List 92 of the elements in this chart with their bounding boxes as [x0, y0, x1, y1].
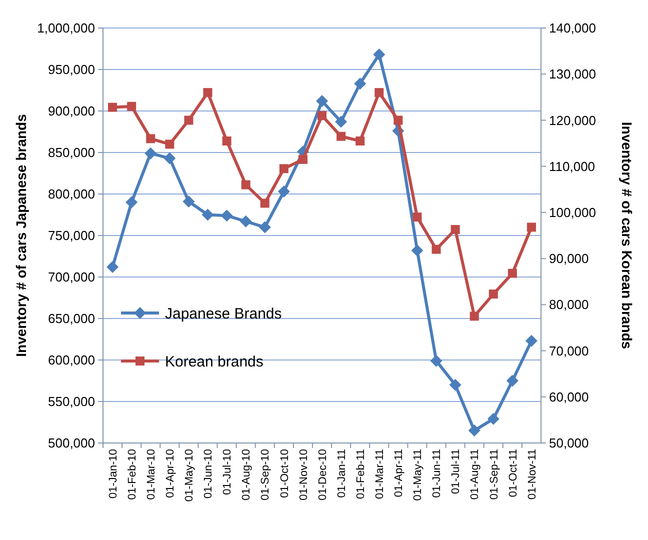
point [470, 312, 479, 321]
y-tick-label: 500,000 [48, 436, 95, 451]
y-tick-label: 800,000 [48, 186, 95, 202]
y-tick-label: 600,000 [48, 352, 95, 368]
y-tick-label: 950,000 [48, 62, 95, 78]
point [222, 136, 232, 146]
point [450, 225, 460, 234]
point [182, 195, 195, 208]
x-tick-label: 01-May-11 [412, 449, 424, 501]
y2-tick-label: 50,000 [549, 436, 589, 451]
x-tick-label: 01-Oct-10 [278, 449, 291, 498]
point [526, 222, 536, 232]
point [202, 208, 214, 221]
point [220, 210, 233, 222]
x-tick-label: 01-Aug-11 [469, 449, 482, 500]
y2-tick-label: 100,000 [549, 204, 596, 220]
x-tick-label: 01-May-10 [184, 449, 196, 502]
y2-tick-label: 140,000 [549, 20, 596, 36]
y2-tick-label: 70,000 [549, 343, 589, 358]
point [336, 132, 346, 141]
y-axis-title: Inventory # of cars Japanese brands [13, 114, 29, 357]
point [412, 212, 422, 222]
y2-tick-label: 80,000 [549, 297, 589, 312]
legend-label: Korean brands [165, 353, 264, 370]
point [258, 221, 271, 234]
x-tick-label: 01-Jan-11 [336, 449, 348, 498]
point [106, 261, 119, 274]
legend-label: Japanese Brands [165, 305, 282, 322]
point [335, 116, 348, 128]
y-tick-label: 850,000 [48, 145, 95, 160]
x-tick-label: 01-Dec-10 [316, 449, 329, 500]
point [298, 154, 308, 164]
point [468, 424, 480, 437]
y2-tick-label: 60,000 [549, 389, 589, 404]
x-tick-label: 01-Mar-10 [145, 449, 158, 500]
x-tick-label: 01-Mar-11 [374, 449, 386, 499]
point [318, 111, 326, 120]
point [164, 152, 176, 164]
x-tick-label: 01-Aug-10 [240, 449, 253, 500]
y-tick-label: 650,000 [48, 311, 95, 326]
y2-tick-label: 130,000 [549, 66, 596, 82]
point [356, 136, 365, 146]
point [126, 196, 138, 208]
point [411, 244, 424, 256]
point [127, 102, 136, 111]
point [394, 116, 403, 125]
point [374, 88, 384, 98]
point [449, 378, 462, 391]
x-tick-label: 01-Apr-11 [393, 449, 406, 498]
point [279, 164, 288, 174]
point [203, 88, 212, 98]
y-tick-label: 550,000 [48, 394, 95, 410]
x-tick-label: 01-Feb-11 [354, 449, 367, 499]
x-tick-label: 01-Jul-11 [450, 449, 462, 494]
point [108, 102, 118, 112]
x-tick-label: 01-Nov-10 [298, 449, 310, 500]
point [430, 354, 442, 367]
point [432, 244, 441, 254]
point [354, 78, 366, 90]
x-tick-label: 01-Sep-10 [260, 449, 272, 500]
point [165, 140, 174, 149]
x-tick-label: 01-Sep-11 [488, 449, 500, 500]
x-tick-label: 01-Feb-10 [126, 449, 138, 500]
x-tick-label: 01-Jul-10 [222, 449, 234, 495]
y2-tick-label: 90,000 [549, 251, 589, 266]
point [260, 198, 270, 208]
point [278, 186, 290, 198]
y-tick-label: 700,000 [48, 270, 95, 285]
point [373, 48, 386, 61]
x-tick-label: 01-Jun-10 [202, 449, 215, 499]
point [506, 374, 518, 387]
x-tick-label: 01-Jun-11 [431, 449, 444, 498]
y-tick-label: 750,000 [48, 228, 95, 244]
y-tick-label: 900,000 [48, 104, 95, 119]
point [146, 134, 156, 144]
x-tick-label: 01-Nov-11 [526, 449, 538, 500]
point [508, 268, 517, 278]
x-tick-label: 01-Jan-10 [107, 449, 120, 499]
point [144, 147, 157, 160]
x-tick-label: 01-Oct-11 [507, 449, 520, 498]
y2-tick-label: 120,000 [549, 112, 596, 128]
point [240, 215, 252, 228]
point [525, 334, 538, 347]
point [184, 116, 194, 125]
y2-axis-title: Inventory # of cars Korean brands [619, 122, 635, 350]
point [487, 412, 500, 425]
point [241, 180, 250, 190]
y-tick-label: 1,000,000 [37, 20, 95, 36]
point [488, 290, 498, 299]
x-tick-label: 01-Apr-10 [164, 449, 176, 498]
point [316, 95, 328, 108]
y2-tick-label: 110,000 [549, 158, 596, 174]
